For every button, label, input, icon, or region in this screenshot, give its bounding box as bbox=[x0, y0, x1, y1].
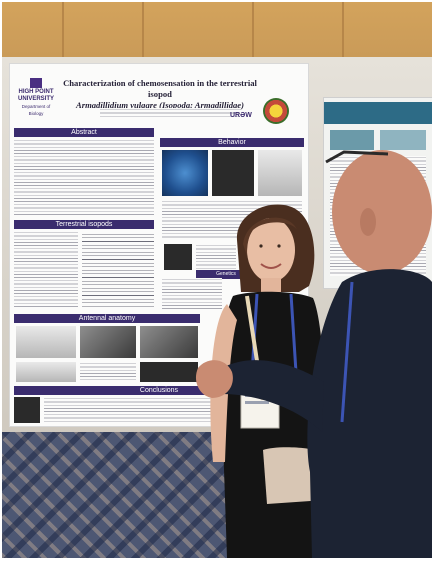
poster-title-line1: Characterization of chemosensation in th… bbox=[63, 78, 257, 99]
behavior-caption bbox=[196, 244, 236, 270]
antenna-photo-1 bbox=[16, 326, 76, 358]
antenna-micrograph-2 bbox=[140, 326, 198, 358]
section-terrestrial-header: Terrestrial isopods bbox=[14, 220, 154, 229]
phylogeny-tree-figure bbox=[82, 231, 154, 307]
poster-authors-block bbox=[100, 108, 240, 118]
man-visitor bbox=[192, 132, 432, 558]
tower-icon bbox=[30, 78, 42, 88]
terrestrial-text bbox=[14, 231, 78, 307]
section-genetics-header: Genetics bbox=[196, 270, 256, 279]
department-name: Department of Biology bbox=[21, 104, 51, 116]
isopod-photo bbox=[14, 397, 40, 423]
award-badge-icon bbox=[263, 98, 289, 124]
section-conclusions-header: Conclusions bbox=[14, 386, 304, 395]
background-wall bbox=[2, 2, 432, 62]
section-behavior-header: Behavior bbox=[160, 138, 304, 147]
university-name-line1: HIGH POINT bbox=[18, 89, 54, 95]
adjacent-poster-title-bar bbox=[324, 102, 432, 124]
abstract-text bbox=[14, 139, 154, 215]
isopod-head-photo bbox=[164, 244, 192, 270]
antennal-caption bbox=[80, 362, 136, 382]
genetics-text bbox=[162, 278, 222, 310]
university-name-line2: UNIVERSITY bbox=[17, 96, 54, 102]
antenna-micrograph-1 bbox=[80, 326, 136, 358]
behavior-photo-2 bbox=[212, 150, 254, 196]
ursa-logo: URƏW bbox=[230, 112, 252, 119]
behavior-photo-3 bbox=[258, 150, 302, 196]
poster-title: Characterization of chemosensation in th… bbox=[60, 78, 260, 111]
section-abstract-header: Abstract bbox=[14, 128, 154, 137]
poster-title-line2: Armadillidium vulgare (Isopoda: Armadill… bbox=[76, 100, 244, 110]
behavior-arena-image bbox=[162, 150, 208, 196]
university-logo: HIGH POINT UNIVERSITY Department of Biol… bbox=[14, 78, 58, 117]
section-antennal-header: Antennal anatomy bbox=[14, 314, 200, 323]
antenna-photo-2 bbox=[16, 362, 76, 382]
antenna-micrograph-3 bbox=[140, 362, 198, 382]
